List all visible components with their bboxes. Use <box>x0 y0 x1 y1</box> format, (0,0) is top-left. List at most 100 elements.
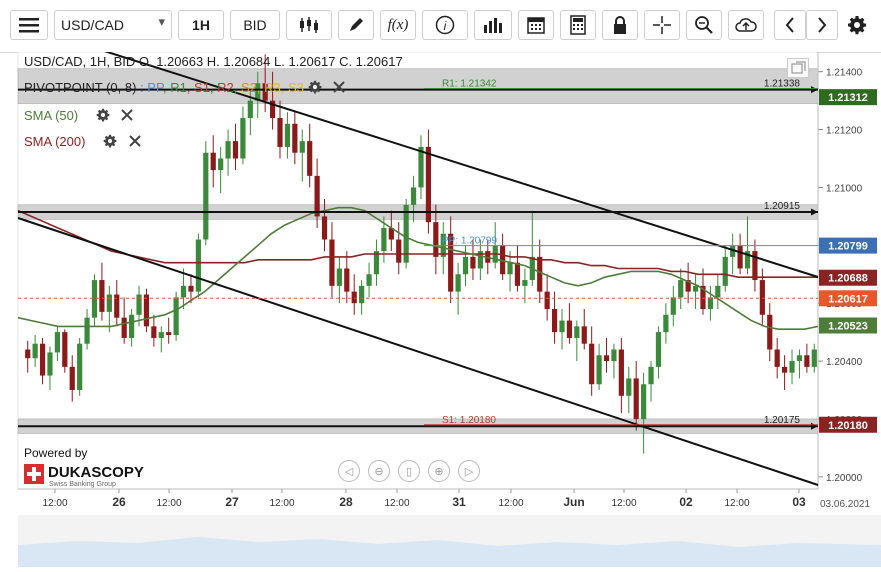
chevron-left-icon[interactable] <box>774 10 806 40</box>
sma200-line <box>17 209 818 278</box>
candle-body-5 <box>62 332 68 367</box>
chevron-right-icon[interactable] <box>806 10 838 40</box>
candle-body-4 <box>54 332 60 353</box>
price-label-bg-3 <box>819 290 877 307</box>
candle-body-73 <box>566 320 573 338</box>
scroll-right-icon[interactable]: ▷ <box>458 460 480 482</box>
candle-body-91 <box>700 285 706 309</box>
candle-body-89 <box>685 280 691 292</box>
x-tick-label-8: 12:00 <box>498 498 523 509</box>
chart-canvas[interactable]: 1.214001.212001.210001.208001.206001.204… <box>0 36 881 515</box>
info-icon[interactable]: i <box>422 10 468 40</box>
sma50-line <box>17 206 819 331</box>
y-tick-label-7: 1.20000 <box>826 473 863 484</box>
popout-window-icon[interactable] <box>787 58 809 78</box>
candle-body-24 <box>203 152 209 240</box>
candle-body-33 <box>269 100 276 118</box>
symbol-select[interactable]: USD/CAD ▾ <box>54 10 172 40</box>
y-tick-label-2: 1.21000 <box>826 183 863 194</box>
function-icon[interactable]: f(x) <box>380 10 416 40</box>
candle-body-18 <box>158 332 164 338</box>
y-tick-label-5: 1.20400 <box>826 357 863 368</box>
bid-ask-button[interactable]: BID <box>230 10 280 40</box>
candle-body-14 <box>129 314 135 338</box>
candle-body-39 <box>314 175 320 217</box>
crosshair-icon[interactable] <box>644 10 680 40</box>
candle-body-54 <box>425 146 432 223</box>
price-label-5: 1.20180 <box>828 420 868 432</box>
hamburger-menu-icon[interactable] <box>10 10 48 40</box>
candle-body-48 <box>381 227 387 252</box>
candle-body-51 <box>403 204 409 263</box>
gear-icon[interactable] <box>842 10 872 40</box>
logo-subtitle: Swiss Banking Group <box>49 481 116 488</box>
lock-icon[interactable] <box>602 10 638 40</box>
sma50-settings-icon[interactable] <box>96 108 110 122</box>
candle-body-37 <box>299 141 305 153</box>
candle-body-53 <box>418 146 424 188</box>
trendline-upper <box>59 36 819 278</box>
sma50-label: SMA (50) <box>24 108 79 123</box>
candle-body-82 <box>633 378 639 419</box>
sma50-close-icon[interactable] <box>121 109 134 121</box>
zoom-icon[interactable] <box>686 10 722 40</box>
scroll-left-icon[interactable]: ◁ <box>338 460 360 482</box>
candle-body-88 <box>678 280 684 298</box>
level-zone-0 <box>17 68 819 104</box>
candle-body-34 <box>277 117 283 147</box>
candle-body-69 <box>537 256 543 292</box>
candle-body-96 <box>737 245 743 269</box>
hline-label-0: 1.21338 <box>764 79 801 90</box>
candle-body-32 <box>262 83 268 101</box>
sma200-settings-icon[interactable] <box>103 134 117 148</box>
candle-body-41 <box>329 239 335 286</box>
candle-body-21 <box>180 285 187 298</box>
candle-body-71 <box>551 308 558 333</box>
candle-body-87 <box>670 297 676 315</box>
candle-body-84 <box>648 366 654 385</box>
candle-body-13 <box>121 317 127 338</box>
pivot-series-4: , S2 <box>233 80 257 95</box>
reset-view-icon[interactable]: ▯ <box>398 460 420 482</box>
x-tick-label-10: 12:00 <box>611 498 636 509</box>
pencil-draw-icon[interactable] <box>338 10 374 40</box>
navigator-strip[interactable] <box>18 515 881 567</box>
x-tick-label-0: 12:00 <box>42 498 67 509</box>
pivot-level-label-S1: S1: 1.20180 <box>442 415 496 426</box>
zoom-in-icon[interactable]: ⊕ <box>428 460 450 482</box>
cloud-upload-icon[interactable] <box>728 10 764 40</box>
price-label-bg-4 <box>819 317 877 334</box>
candle-body-77 <box>596 355 602 385</box>
candle-body-58 <box>455 274 461 292</box>
x-tick-label-5: 28 <box>339 495 353 509</box>
hline-arrow-1 <box>811 208 818 216</box>
candlestick-chart-type-icon[interactable] <box>286 10 332 40</box>
candle-body-100 <box>767 314 773 350</box>
candle-body-97 <box>744 251 751 269</box>
candle-body-0 <box>25 349 31 359</box>
candle-body-64 <box>500 245 506 275</box>
chart-navigation-controls: ◁ ⊖ ▯ ⊕ ▷ <box>338 460 480 484</box>
bar-chart-icon[interactable] <box>474 10 512 40</box>
candle-body-57 <box>448 233 454 292</box>
timeframe-button[interactable]: 1H <box>178 10 224 40</box>
pivotpoint-label: PIVOTPOINT (0, 8) <box>24 80 137 95</box>
calendar-icon[interactable] <box>518 10 554 40</box>
price-chart[interactable]: 1.214001.212001.210001.208001.206001.204… <box>0 36 881 515</box>
candle-body-17 <box>151 326 157 338</box>
price-label-bg-0 <box>819 89 877 106</box>
candle-body-25 <box>210 152 216 171</box>
candle-body-12 <box>114 294 120 318</box>
trendline-lower <box>17 217 819 486</box>
price-label-3: 1.20617 <box>828 293 868 305</box>
sma200-close-icon[interactable] <box>128 135 141 147</box>
hline-arrow-0 <box>811 86 818 94</box>
candle-body-94 <box>722 256 728 286</box>
pivot-series-1: , R1 <box>162 80 187 95</box>
calculator-icon[interactable] <box>560 10 596 40</box>
candle-body-92 <box>707 297 713 309</box>
candle-body-75 <box>581 326 587 344</box>
pivot-settings-icon[interactable] <box>308 80 322 94</box>
pivot-close-icon[interactable] <box>333 81 345 93</box>
zoom-out-icon[interactable]: ⊖ <box>368 460 390 482</box>
